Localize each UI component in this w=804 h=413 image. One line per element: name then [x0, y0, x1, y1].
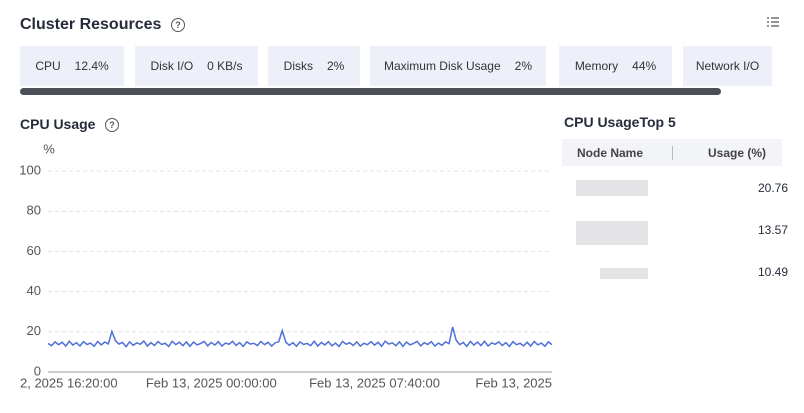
- y-tick-label: 40: [27, 283, 41, 298]
- y-tick-label: 0: [34, 363, 41, 378]
- metric-label: Maximum Disk Usage: [383, 59, 501, 73]
- y-tick-label: 100: [19, 162, 41, 177]
- help-icon[interactable]: ?: [105, 118, 119, 132]
- metric-label: Disk I/O: [150, 59, 194, 73]
- scrollbar[interactable]: [20, 88, 721, 95]
- metric-label: Memory: [574, 59, 619, 73]
- metric-tab[interactable]: Maximum Disk Usage 2%: [370, 46, 546, 86]
- blurred-node-name: [576, 221, 648, 245]
- chart-title: CPU Usage: [20, 116, 96, 132]
- metric-tab[interactable]: Memory 44%: [559, 46, 672, 86]
- metric-tab[interactable]: CPU 12.4%: [20, 46, 124, 86]
- page-title: Cluster Resources: [20, 16, 162, 33]
- usage-value: 13.57: [757, 223, 788, 237]
- metric-tab[interactable]: Disk I/O 0 KB/s: [135, 46, 258, 86]
- blurred-node-name: [600, 268, 648, 279]
- metric-label: Network I/O: [695, 59, 760, 73]
- y-tick-label: 20: [27, 323, 41, 338]
- blurred-node-name: [576, 180, 648, 196]
- y-tick-label: 60: [27, 243, 41, 258]
- cpu-line: [47, 326, 553, 348]
- column-header: Usage (%): [707, 146, 766, 160]
- divider: [672, 146, 673, 160]
- y-tick-label: 80: [27, 203, 41, 218]
- x-tick-label: Feb 13, 2025 00:00:00: [146, 375, 277, 390]
- metric-value: 44%: [632, 59, 657, 73]
- usage-value: 10.49: [757, 265, 788, 279]
- metric-value: 2%: [514, 59, 533, 73]
- y-unit: %: [43, 141, 55, 156]
- x-tick-label: Feb 13, 2025 07:40:00: [309, 375, 440, 390]
- metric-value: 0 KB/s: [207, 59, 243, 73]
- metric-label: Disks: [283, 59, 313, 73]
- list-icon[interactable]: [767, 16, 779, 28]
- table-title: CPU UsageTop 5: [564, 114, 676, 130]
- metric-value: 2%: [327, 59, 345, 73]
- metric-tab[interactable]: Disks 2%: [268, 46, 360, 86]
- x-tick-label: 2, 2025 16:20:00: [20, 375, 118, 390]
- metric-tab[interactable]: Network I/O: [683, 46, 772, 86]
- x-tick-label: Feb 13, 2025: [475, 375, 552, 390]
- metric-value: 12.4%: [74, 59, 109, 73]
- usage-value: 20.76: [757, 181, 788, 195]
- metric-label: CPU: [35, 59, 61, 73]
- line-chart: % 0 20 40 60 80 100 2, 2025 16:20:00 Feb 13, 20…: [19, 141, 553, 390]
- column-header: Node Name: [577, 146, 644, 160]
- help-icon[interactable]: ?: [171, 18, 185, 32]
